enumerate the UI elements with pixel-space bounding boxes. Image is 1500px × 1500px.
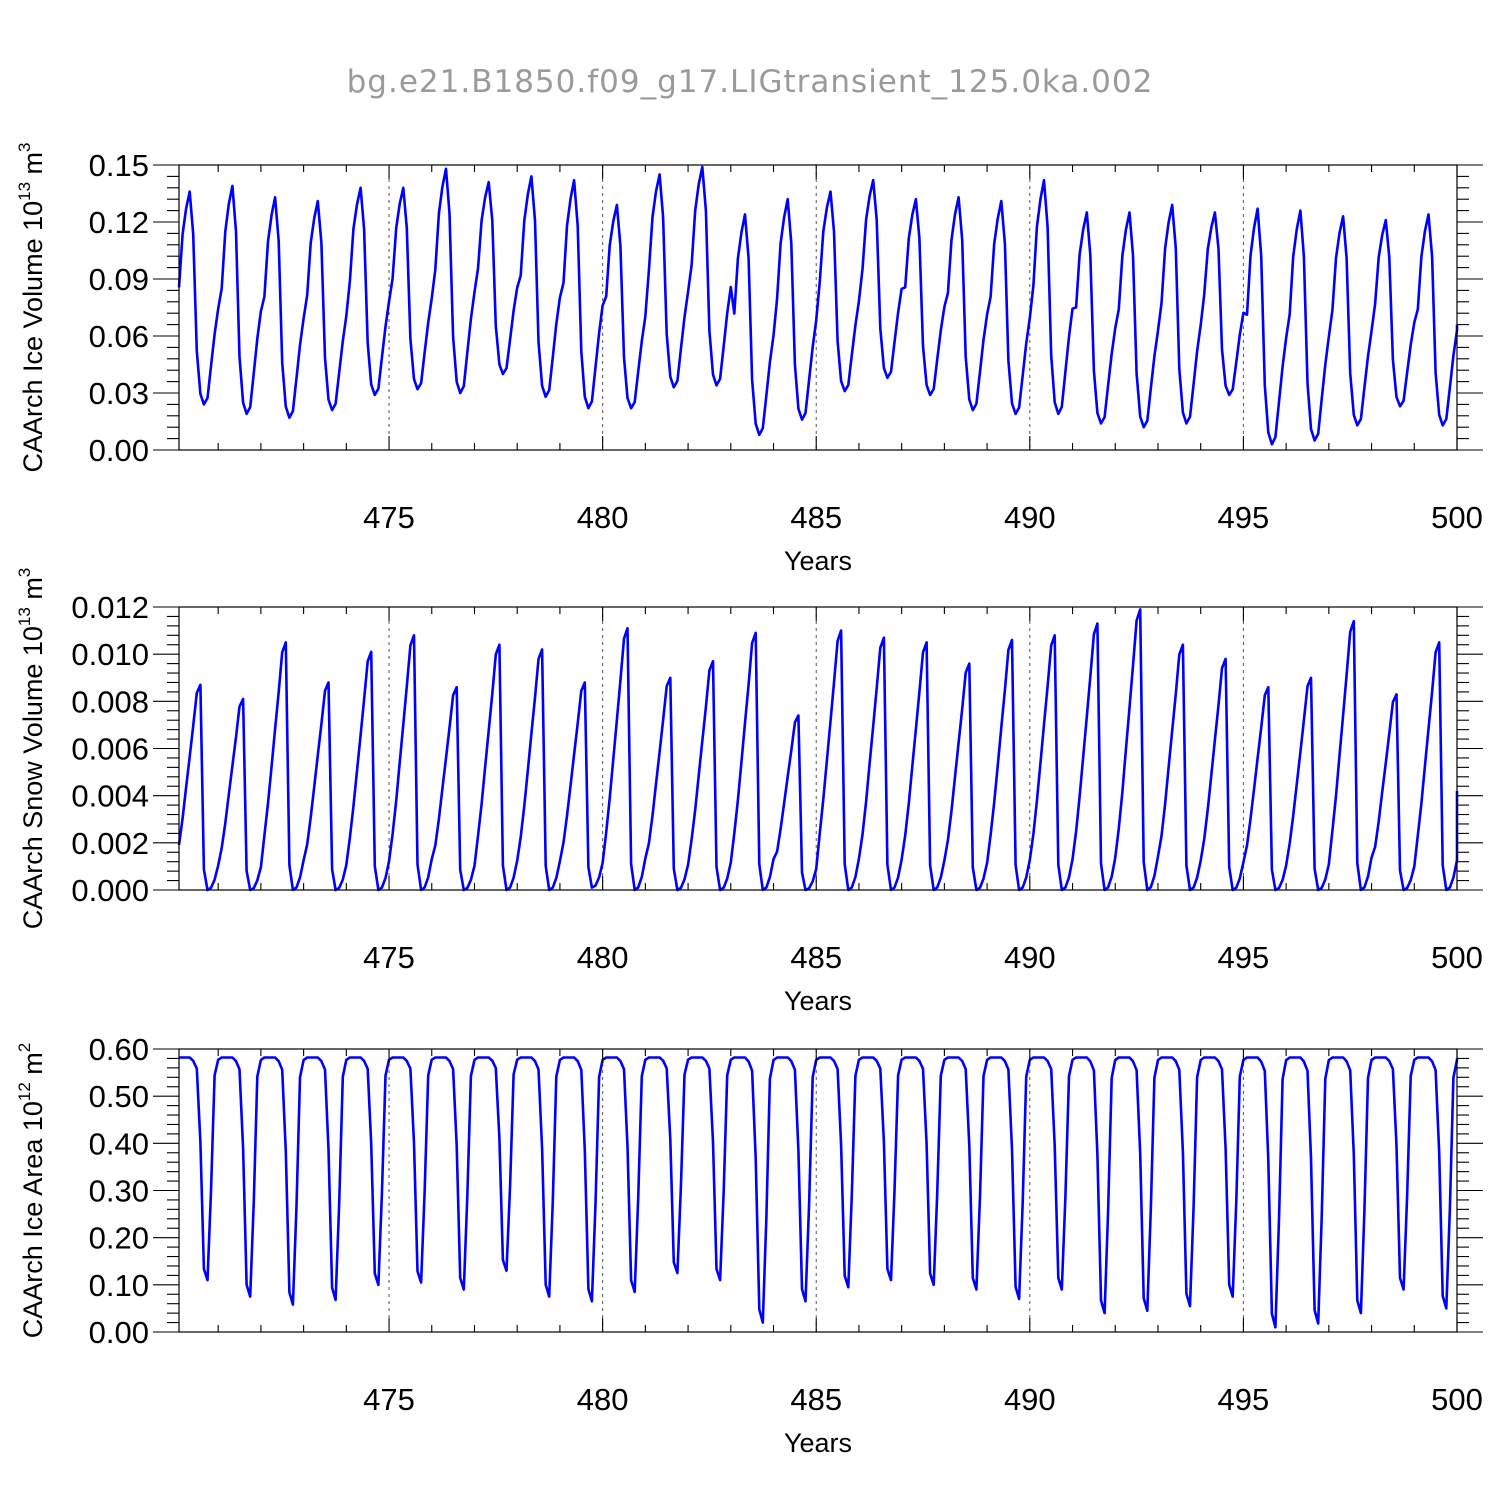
x-tick-label: 475 [363, 1382, 415, 1417]
x-axis-label: Years [784, 986, 852, 1016]
x-tick-label: 485 [790, 940, 842, 975]
y-tick-label: 0.00 [89, 433, 149, 468]
x-tick-label: 475 [363, 500, 415, 535]
x-tick-label: 480 [577, 1382, 629, 1417]
x-tick-label: 495 [1218, 940, 1270, 975]
y-tick-label: 0.50 [89, 1079, 149, 1114]
x-tick-label: 490 [1004, 500, 1056, 535]
x-tick-label: 495 [1218, 1382, 1270, 1417]
x-tick-label: 490 [1004, 1382, 1056, 1417]
figure-title: bg.e21.B1850.f09_g17.LIGtransient_125.0k… [347, 64, 1154, 100]
y-tick-label: 0.20 [89, 1221, 149, 1256]
y-axis-label-main: CAArch Snow Volume 10 [18, 626, 48, 929]
y-axis-label: CAArch Ice Volume 1013 m3 [15, 142, 48, 472]
y-tick-label: 0.09 [89, 262, 149, 297]
panels: 475 480 485 490 495 500 Years 0.00 0.03 0.06 0.09 0… [15, 142, 1483, 1458]
y-tick-label: 0.004 [71, 779, 149, 814]
x-tick-label: 480 [577, 940, 629, 975]
y-axis-label-exponent: 13 [15, 182, 34, 201]
series-line [177, 165, 1459, 446]
y-tick-label: 0.10 [89, 1268, 149, 1303]
y-axis-label-unit: m [18, 152, 48, 182]
y-tick-label: 0.15 [89, 148, 149, 183]
plot-frame [178, 164, 1458, 451]
y-axis-label-unit: m [18, 1052, 48, 1082]
y-tick-label: 0.06 [89, 319, 149, 354]
panel-ice-area: 475 480 485 490 495 500 Years 0.00 0.10 0.20 0.30 0… [15, 1032, 1483, 1458]
y-tick-label: 0.000 [71, 873, 149, 908]
x-tick-label: 500 [1431, 1382, 1483, 1417]
x-axis-label: Years [784, 546, 852, 576]
x-tick-label: 500 [1431, 500, 1483, 535]
panel-snow-volume: 475 480 485 490 495 500 Years 0.000 0.002 0.004 0.… [15, 568, 1483, 1016]
y-tick-label: 0.12 [89, 205, 149, 240]
y-axis-label-unit-exponent: 3 [15, 568, 34, 577]
x-tick-label: 495 [1218, 500, 1270, 535]
x-tick-label: 485 [790, 1382, 842, 1417]
series-line [177, 608, 1459, 892]
x-tick-label: 480 [577, 500, 629, 535]
series-line [179, 1056, 1459, 1329]
y-axis-label-exponent: 13 [15, 607, 34, 626]
y-tick-label: 0.60 [89, 1032, 149, 1067]
y-tick-label: 0.012 [71, 590, 149, 625]
x-tick-label: 500 [1431, 940, 1483, 975]
y-axis-label: CAArch Ice Area 1012 m2 [15, 1043, 48, 1339]
y-tick-label: 0.006 [71, 732, 149, 767]
y-axis-label-unit: m [18, 577, 48, 607]
y-tick-label: 0.008 [71, 684, 149, 719]
x-tick-label: 490 [1004, 940, 1056, 975]
x-axis-label: Years [784, 1428, 852, 1458]
y-axis-label: CAArch Snow Volume 1013 m3 [15, 568, 48, 930]
y-axis-label-unit-exponent: 3 [15, 142, 34, 151]
y-tick-label: 0.002 [71, 826, 149, 861]
y-tick-label: 0.03 [89, 376, 149, 411]
y-tick-label: 0.40 [89, 1126, 149, 1161]
y-tick-label: 0.00 [89, 1315, 149, 1350]
x-tick-label: 475 [363, 940, 415, 975]
y-axis-label-main: CAArch Ice Volume 10 [18, 201, 48, 473]
y-axis-label-exponent: 12 [15, 1082, 34, 1101]
y-tick-label: 0.010 [71, 637, 149, 672]
y-axis-label-unit-exponent: 2 [15, 1043, 34, 1052]
panel-ice-volume: 475 480 485 490 495 500 Years 0.00 0.03 0.06 0.09 0… [15, 142, 1483, 576]
y-axis-label-main: CAArch Ice Area 10 [18, 1101, 48, 1338]
x-tick-label: 485 [790, 500, 842, 535]
y-tick-label: 0.30 [89, 1174, 149, 1209]
